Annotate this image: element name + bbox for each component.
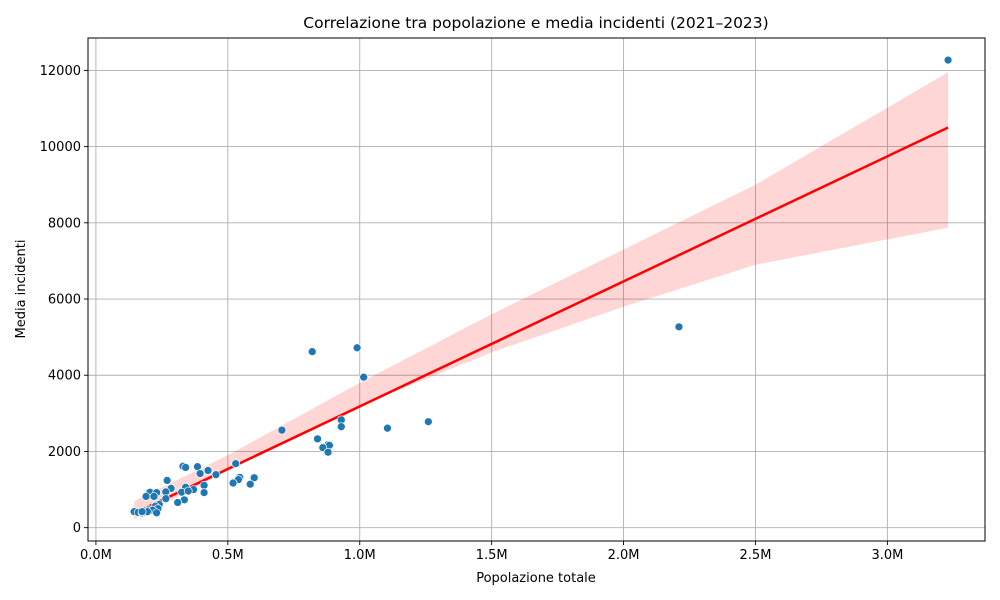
data-point [674, 322, 684, 332]
data-point [323, 447, 333, 457]
data-point [152, 508, 161, 518]
confidence-band-layer [134, 72, 949, 520]
data-point [211, 470, 221, 480]
regression-line [133, 126, 949, 515]
data-point [162, 476, 172, 485]
data-points [129, 55, 953, 518]
y-tick-label: 12000 [40, 64, 81, 79]
x-tick-label: 0.5M [212, 548, 244, 563]
data-point [195, 469, 205, 478]
data-point [137, 507, 147, 517]
data-point [199, 488, 209, 497]
y-tick-label: 8000 [48, 216, 81, 231]
x-tick-label: 1.5M [476, 548, 508, 563]
data-point [228, 478, 238, 488]
data-point [203, 466, 213, 475]
plot-frame [87, 37, 986, 542]
data-point [231, 459, 241, 468]
data-point [141, 492, 151, 501]
data-point [423, 417, 433, 427]
y-axis-label: Media incidenti [14, 240, 29, 339]
data-point [183, 486, 193, 496]
data-point [181, 463, 190, 472]
data-point [245, 479, 255, 489]
confidence-band [134, 72, 949, 520]
data-point [313, 434, 322, 444]
x-tick-label: 3.0M [871, 548, 903, 563]
data-point [199, 481, 209, 490]
x-tick-label: 1.0M [344, 548, 376, 563]
regression-line-layer [133, 126, 949, 515]
data-point [383, 423, 392, 433]
data-point [161, 494, 171, 504]
data-point [352, 343, 362, 353]
x-axis-label: Popolazione totale [476, 571, 596, 586]
chart-title: Correlazione tra popolazione e media inc… [303, 14, 768, 32]
data-point [149, 492, 159, 501]
x-tick-label: 2.0M [608, 548, 640, 563]
data-point [277, 425, 287, 435]
y-tick-label: 6000 [48, 293, 81, 308]
data-point [359, 372, 369, 382]
data-point [173, 498, 183, 507]
y-tick-label: 10000 [40, 140, 81, 155]
x-tick-label: 0.0M [80, 548, 112, 563]
data-point [943, 55, 953, 65]
y-axis-ticks: 0 2000 4000 6000 8000 10000 12000 [40, 64, 88, 536]
y-tick-label: 2000 [48, 445, 81, 460]
x-axis-ticks: 0.0M 0.5M 1.0M 1.5M 2.0M 2.5M 3.0M [80, 541, 903, 563]
grid [88, 38, 985, 541]
data-point [249, 473, 259, 483]
y-tick-label: 4000 [48, 369, 81, 384]
x-tick-label: 2.5M [740, 548, 772, 563]
data-point [336, 422, 346, 432]
data-point [307, 347, 317, 356]
y-tick-label: 0 [73, 521, 81, 536]
